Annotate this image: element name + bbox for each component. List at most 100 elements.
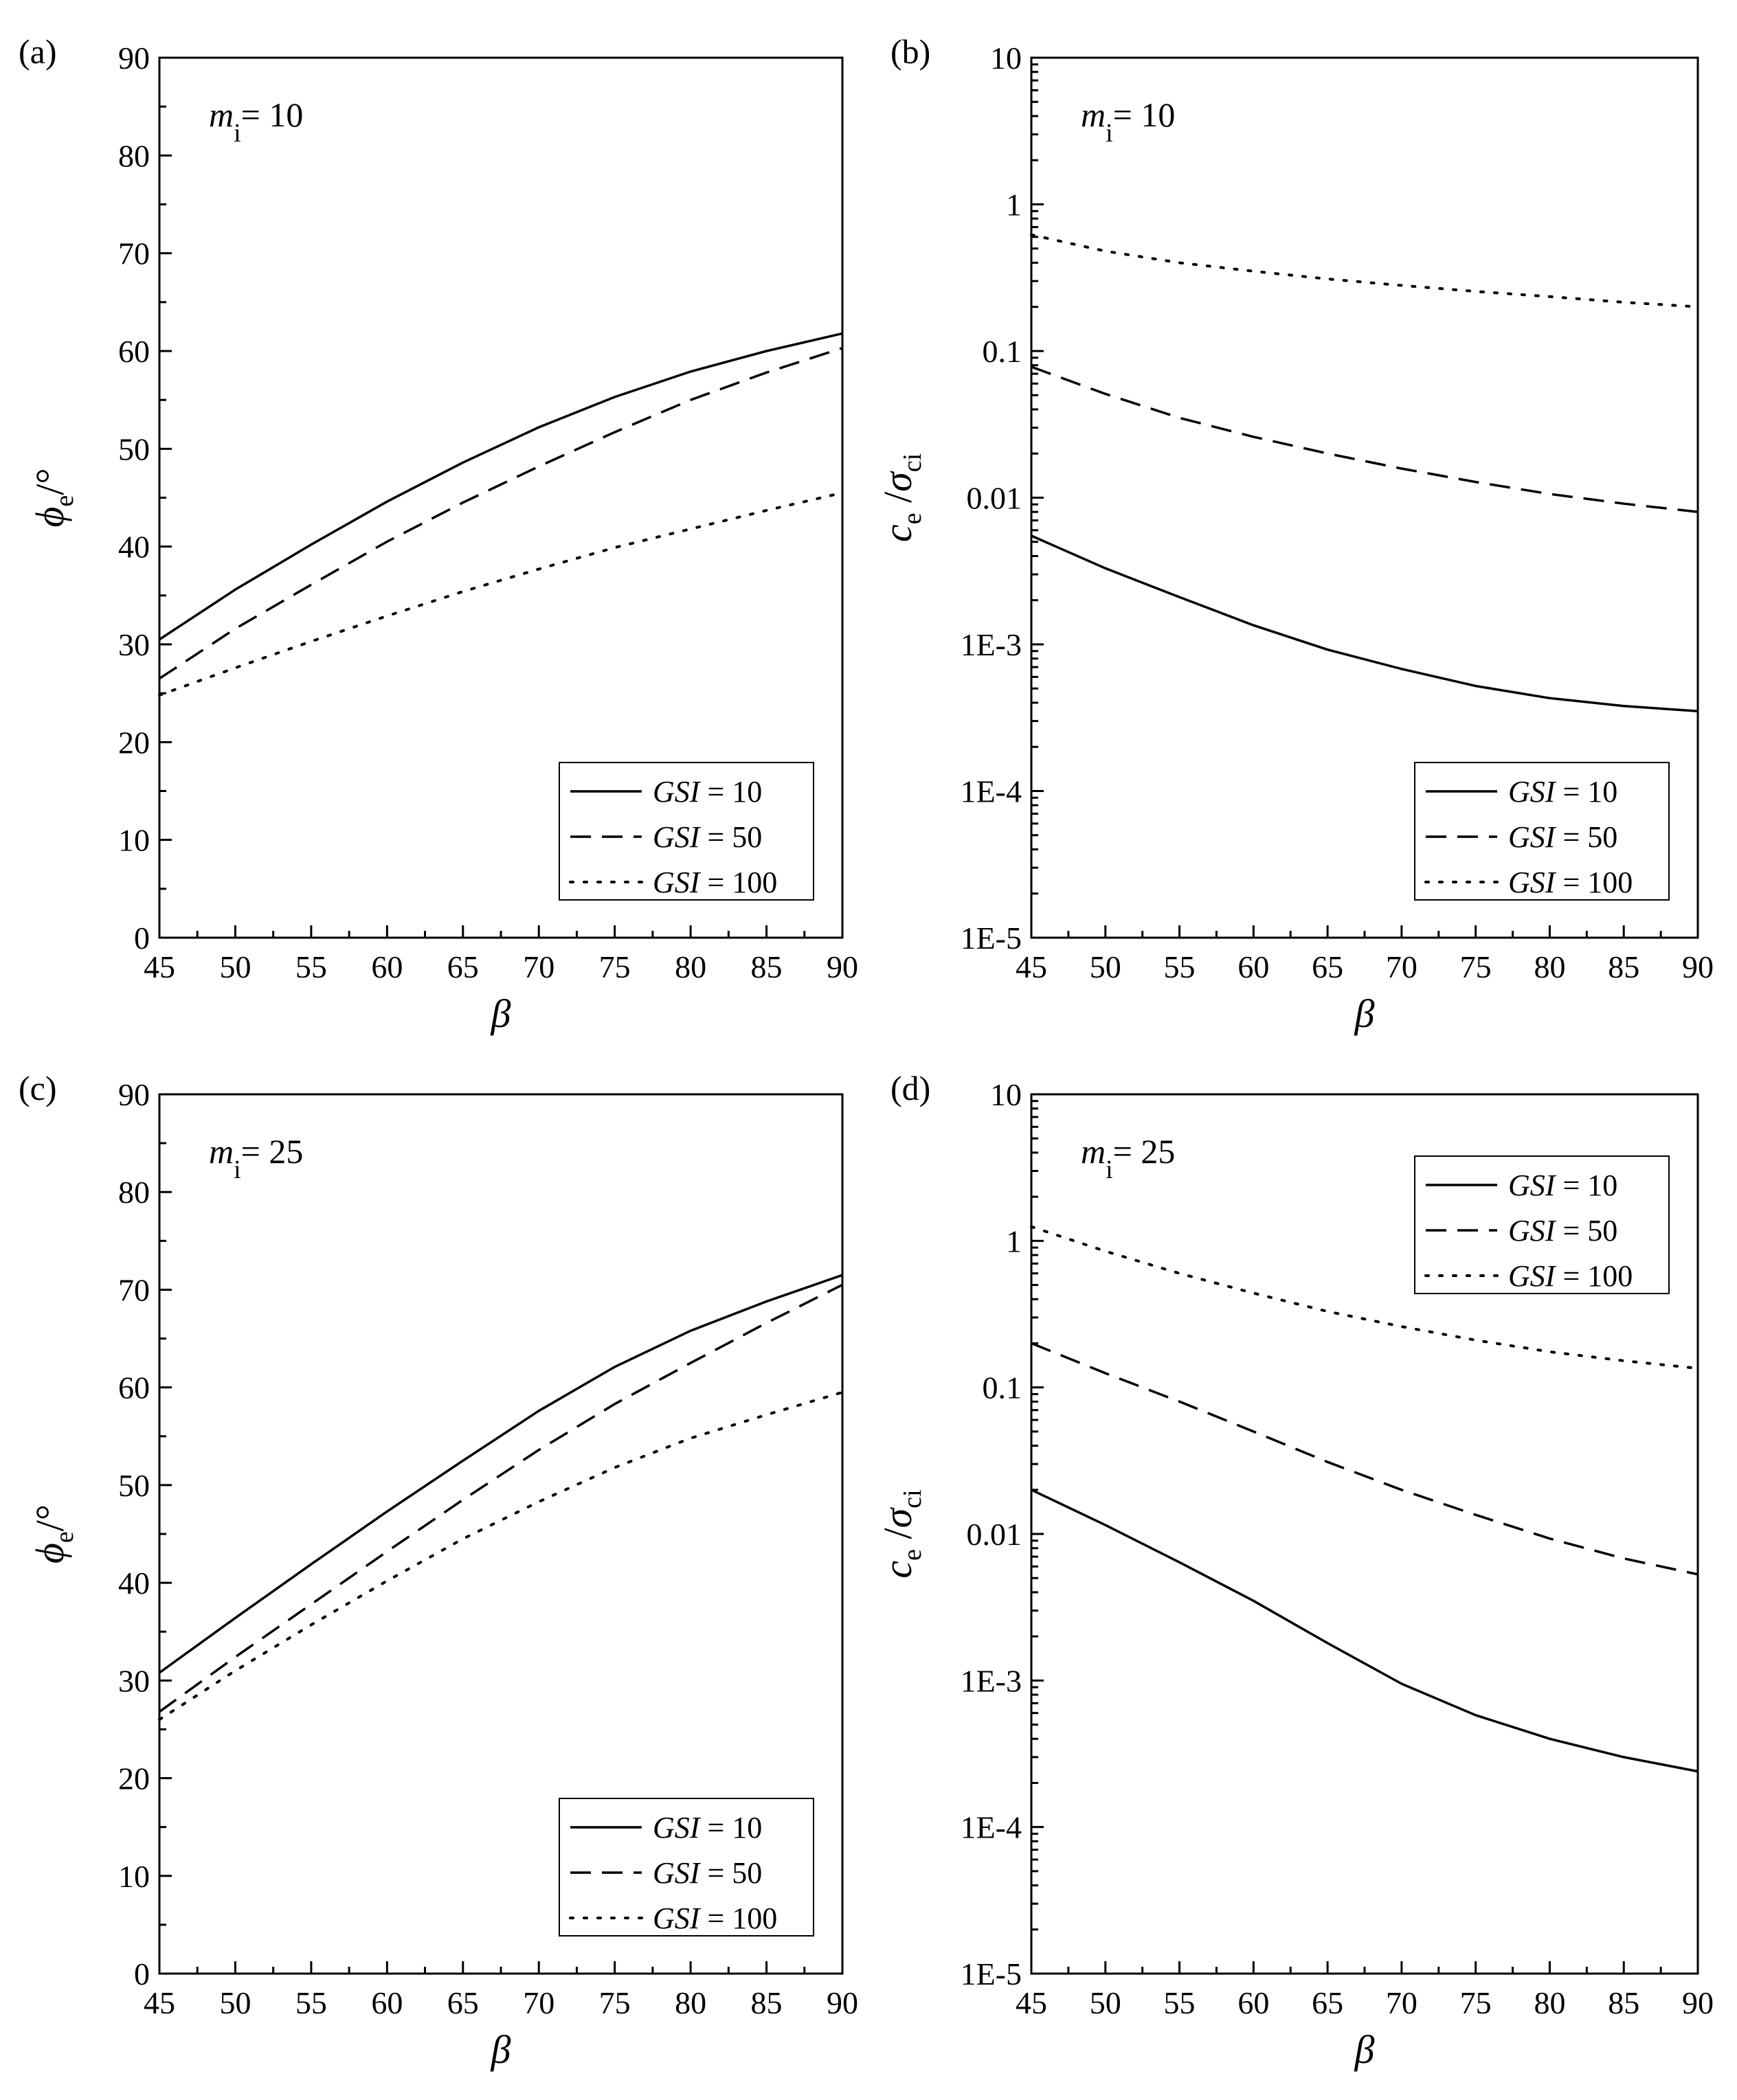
ylabel-suffix: /° bbox=[27, 468, 72, 495]
x-tick-label: 65 bbox=[1312, 949, 1343, 984]
y-axis-title: ϕe/° bbox=[27, 1504, 79, 1563]
y-tick-label: 20 bbox=[118, 1761, 150, 1796]
y-tick-label: 0 bbox=[134, 1956, 150, 1991]
ylabel-main2: σ bbox=[875, 471, 920, 492]
x-tick-label: 45 bbox=[144, 949, 175, 984]
ylabel-sub2: ci bbox=[898, 453, 927, 472]
y-tick-label: 0 bbox=[134, 921, 150, 956]
x-tick-label: 80 bbox=[1534, 949, 1565, 984]
legend-label: GSI = 10 bbox=[1508, 775, 1617, 809]
y-axis-title: ce /σci bbox=[875, 1489, 927, 1578]
x-tick-label: 70 bbox=[1386, 949, 1417, 984]
series-line-dashed bbox=[159, 347, 843, 680]
legend-box bbox=[559, 762, 814, 901]
x-tick-label: 65 bbox=[447, 949, 479, 984]
x-tick-label: 90 bbox=[827, 1985, 858, 2020]
x-axis-title: β bbox=[1354, 2027, 1375, 2072]
annotation-sub: i bbox=[234, 119, 241, 148]
y-tick-label: 10 bbox=[118, 823, 150, 858]
x-tick-label: 60 bbox=[1237, 949, 1269, 984]
y-tick-label: 70 bbox=[118, 1272, 150, 1307]
x-tick-label: 55 bbox=[1164, 949, 1196, 984]
x-tick-label: 85 bbox=[1608, 1985, 1639, 2020]
x-tick-label: 70 bbox=[523, 949, 554, 984]
x-axis-title: β bbox=[491, 2027, 511, 2072]
x-tick-label: 90 bbox=[1682, 1985, 1714, 2020]
x-tick-label: 65 bbox=[1312, 1985, 1343, 2020]
y-tick-label: 0.1 bbox=[983, 334, 1022, 369]
series-line-dotted bbox=[1030, 233, 1699, 308]
ylabel-main: c bbox=[875, 1561, 920, 1579]
y-tick-label: 70 bbox=[118, 236, 150, 271]
y-axis-title: ce /σci bbox=[875, 453, 927, 542]
x-tick-label: 75 bbox=[1460, 949, 1492, 984]
y-tick-label: 1 bbox=[1006, 1223, 1022, 1258]
x-tick-label: 60 bbox=[371, 949, 403, 984]
annotation-var: m bbox=[209, 95, 234, 134]
x-axis-title: β bbox=[491, 991, 511, 1036]
x-tick-label: 80 bbox=[675, 1985, 706, 2020]
legend-label: GSI = 10 bbox=[653, 1811, 762, 1844]
x-tick-label: 75 bbox=[599, 949, 631, 984]
series-line-solid bbox=[158, 1274, 843, 1674]
legend: GSI = 10 GSI = 50 GSI = 100 bbox=[559, 1798, 814, 1937]
x-tick-label: 50 bbox=[219, 949, 251, 984]
y-tick-label: 0.01 bbox=[967, 1517, 1022, 1552]
y-tick-label: 1E-3 bbox=[961, 1663, 1022, 1698]
series-line-solid bbox=[1031, 1489, 1699, 1773]
x-tick-label: 50 bbox=[1090, 1985, 1121, 2020]
x-tick-label: 85 bbox=[751, 949, 783, 984]
y-tick-label: 90 bbox=[118, 41, 150, 76]
x-tick-label: 70 bbox=[1386, 1985, 1417, 2020]
panel-b: 45 50 55 60 65 70 75 80 85 90 1E-5 1E-4 1E-3 0.01 0.1 1… bbox=[875, 32, 1714, 1036]
panel-a: 45 50 55 60 65 70 75 80 85 90 0 10 20 30 40 50 60 70 80 90 (… bbox=[19, 32, 858, 1036]
legend-label: GSI = 100 bbox=[1508, 866, 1633, 899]
y-tick-label: 90 bbox=[118, 1077, 150, 1112]
x-tick-label: 45 bbox=[144, 1985, 175, 2020]
annotation-value: = 25 bbox=[1113, 1132, 1176, 1171]
y-tick-label: 30 bbox=[118, 627, 150, 662]
annotation-var: m bbox=[1081, 1132, 1106, 1171]
y-tick-label: 0.1 bbox=[983, 1370, 1022, 1405]
ylabel-suffix: /° bbox=[27, 1504, 72, 1531]
panel-label: (a) bbox=[19, 32, 57, 71]
legend-label: GSI = 50 bbox=[653, 820, 762, 854]
y-tick-label: 10 bbox=[118, 1859, 150, 1894]
x-tick-label: 55 bbox=[295, 1985, 327, 2020]
legend: GSI = 10 GSI = 50 GSI = 100 bbox=[559, 762, 814, 901]
annotation-value: = 10 bbox=[1113, 95, 1176, 134]
panel-c: 45 50 55 60 65 70 75 80 85 90 0 10 20 30 40 50 60 70 80 90 (… bbox=[19, 1069, 858, 2072]
y-tick-label: 50 bbox=[118, 1468, 150, 1503]
mi-annotation: mi= 25 bbox=[1081, 1132, 1175, 1184]
y-tick-label: 80 bbox=[118, 1175, 150, 1210]
series-line-dashed bbox=[158, 1283, 843, 1713]
x-tick-label: 60 bbox=[371, 1985, 403, 2020]
series-line-dotted bbox=[1030, 1225, 1699, 1370]
x-tick-label: 90 bbox=[1682, 949, 1714, 984]
panel-label: (c) bbox=[19, 1069, 57, 1107]
legend-box bbox=[1414, 762, 1670, 901]
y-tick-label: 40 bbox=[118, 530, 150, 565]
x-tick-label: 90 bbox=[827, 949, 858, 984]
x-tick-label: 80 bbox=[1534, 1985, 1565, 2020]
annotation-var: m bbox=[1081, 95, 1106, 134]
panel-label: (b) bbox=[890, 32, 930, 71]
annotation-value: = 25 bbox=[241, 1132, 304, 1171]
series-line-dotted bbox=[158, 491, 844, 697]
legend-label: GSI = 100 bbox=[653, 866, 777, 899]
legend: GSI = 10 GSI = 50 GSI = 100 bbox=[1414, 1155, 1670, 1294]
annotation-sub: i bbox=[1106, 119, 1113, 148]
series-line-dashed bbox=[1031, 1342, 1699, 1576]
mi-annotation: mi= 10 bbox=[1081, 95, 1175, 148]
annotation-value: = 10 bbox=[241, 95, 304, 134]
series-line-solid bbox=[1031, 534, 1699, 713]
x-tick-label: 80 bbox=[675, 949, 706, 984]
y-tick-label: 30 bbox=[118, 1663, 150, 1698]
mi-annotation: mi= 25 bbox=[209, 1132, 303, 1184]
legend-label: GSI = 100 bbox=[653, 1901, 777, 1935]
y-tick-label: 20 bbox=[118, 725, 150, 760]
legend-label: GSI = 10 bbox=[1508, 1168, 1617, 1202]
ylabel-main: ϕ bbox=[27, 507, 72, 528]
legend-label: GSI = 50 bbox=[1508, 820, 1617, 854]
